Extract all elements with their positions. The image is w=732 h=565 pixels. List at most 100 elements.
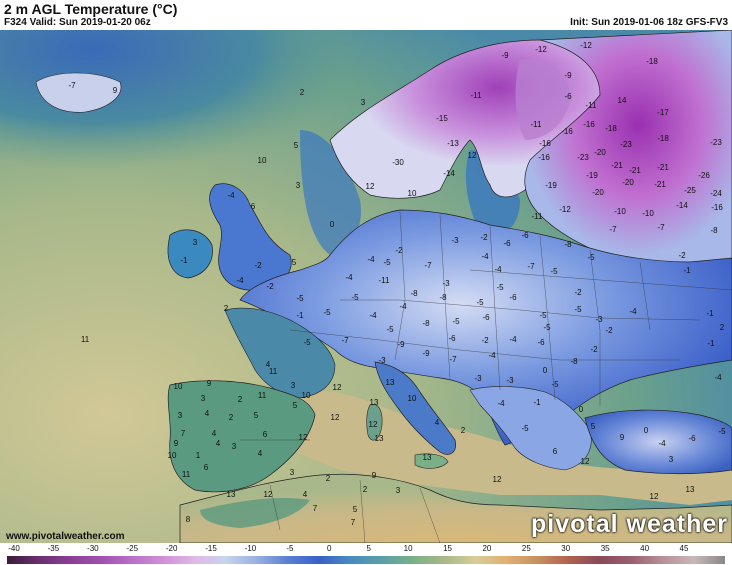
temperature-label: -7 xyxy=(449,355,457,364)
temperature-label: -4 xyxy=(714,373,722,382)
temperature-label: -26 xyxy=(698,171,710,180)
temperature-label: -7 xyxy=(68,81,76,90)
temperature-label: -9 xyxy=(397,340,405,349)
temperature-label: -21 xyxy=(611,161,623,170)
temperature-label: -7 xyxy=(657,223,665,232)
temperature-label: -6 xyxy=(448,334,456,343)
temperature-label: 3 xyxy=(193,238,198,247)
temperature-map[interactable]: 11 -7 9 2 3 5 10 3 0 -4 6 3 -1 -2 5 -4 -2 2 -9 -12 -12 -18 -9-… xyxy=(0,30,732,543)
temperature-label: 4 xyxy=(212,429,217,438)
temperature-label: -1 xyxy=(180,256,188,265)
temperature-label: -18 xyxy=(605,124,617,133)
temperature-label: -17 xyxy=(657,108,669,117)
temperature-label: -4 xyxy=(481,252,489,261)
temperature-label: -1 xyxy=(296,311,304,320)
temperature-label: -21 xyxy=(629,166,641,175)
atlas-mountains xyxy=(200,498,310,528)
temperature-label: 3 xyxy=(296,181,301,190)
temperature-label: 9 xyxy=(620,433,625,442)
temperature-label: -3 xyxy=(442,279,450,288)
temperature-label: -13 xyxy=(447,139,459,148)
temperature-label: -2 xyxy=(678,251,686,260)
temperature-label: -5 xyxy=(521,424,529,433)
colorbar-tick-label: -40 xyxy=(8,544,20,553)
temperature-label: -4 xyxy=(345,273,353,282)
colorbar-tick-label: -20 xyxy=(165,544,178,553)
temperature-label: 2 xyxy=(461,426,466,435)
temperature-label: -6 xyxy=(482,313,490,322)
temperature-label: -5 xyxy=(296,294,304,303)
temperature-label: -2 xyxy=(266,282,274,291)
colorbar-tick-label: 5 xyxy=(366,544,371,553)
temperature-label: 9 xyxy=(372,471,377,480)
temperature-label: 5 xyxy=(591,422,596,431)
temperature-label: -7 xyxy=(527,262,535,271)
temperature-label: -9 xyxy=(501,51,509,60)
temperature-label: -5 xyxy=(323,308,331,317)
temperature-label: 4 xyxy=(303,490,308,499)
temperature-label: 7 xyxy=(181,429,186,438)
temperature-label: -8 xyxy=(564,240,572,249)
temperature-label: -14 xyxy=(443,169,455,178)
temperature-label: -12 xyxy=(535,45,547,54)
temperature-label: 11 xyxy=(81,335,90,344)
temperature-label: -16 xyxy=(583,120,595,129)
colorbar-tick-label: -35 xyxy=(47,544,60,553)
temperature-label: -19 xyxy=(586,171,598,180)
temperature-label: 5 xyxy=(293,401,298,410)
temperature-label: -4 xyxy=(488,351,496,360)
temperature-label: -11 xyxy=(379,276,391,285)
pivotal-weather-logo: pivotal weather xyxy=(531,510,728,538)
temperature-label: -2 xyxy=(605,326,613,335)
temperature-label: 4 xyxy=(216,439,221,448)
temperature-label: -5 xyxy=(351,293,359,302)
temperature-label: -4 xyxy=(399,302,407,311)
temperature-label: 0 xyxy=(330,220,335,229)
temperature-label: -6 xyxy=(688,434,696,443)
temperature-label: 13 xyxy=(370,398,379,407)
temperature-label: -7 xyxy=(609,225,617,234)
temperature-label: -16 xyxy=(561,127,573,136)
temperature-label: -3 xyxy=(474,374,482,383)
temperature-label: -12 xyxy=(580,41,592,50)
temperature-label: 2 xyxy=(363,485,368,494)
temperature-label: -2 xyxy=(590,345,598,354)
temperature-label: 8 xyxy=(186,515,191,524)
temperature-label: -1 xyxy=(706,309,714,318)
temperature-label: 7 xyxy=(351,518,356,527)
temperature-label: 3 xyxy=(178,411,183,420)
colorbar-tick-label: -5 xyxy=(286,544,294,553)
temperature-label: 11 xyxy=(182,470,191,479)
temperature-label: -16 xyxy=(711,203,723,212)
map-title: 2 m AGL Temperature (°C) xyxy=(4,1,178,17)
france xyxy=(224,307,336,399)
temperature-label: -5 xyxy=(386,325,394,334)
valid-time: F324 Valid: Sun 2019-01-20 06z xyxy=(4,17,151,28)
temperature-label: 14 xyxy=(618,96,627,105)
temperature-label: -5 xyxy=(476,298,484,307)
baltic-sea xyxy=(465,150,520,237)
colorbar-tick-label: -15 xyxy=(205,544,217,553)
temperature-label: -3 xyxy=(451,236,459,245)
temperature-label: 12 xyxy=(333,383,342,392)
country-borders xyxy=(240,211,732,543)
sardinia xyxy=(366,404,383,441)
temperature-label: -18 xyxy=(646,57,658,66)
temperature-label: 5 xyxy=(292,258,297,267)
website-url[interactable]: www.pivotalweather.com xyxy=(6,531,125,542)
temperature-label: -5 xyxy=(303,338,311,347)
temperature-label: -8 xyxy=(710,226,718,235)
temperature-label: 13 xyxy=(686,485,695,494)
temperature-label: -2 xyxy=(574,288,582,297)
colorbar-tick-label: -30 xyxy=(87,544,99,553)
temperature-label: 4 xyxy=(266,360,271,369)
temperature-label: -23 xyxy=(710,138,722,147)
temperature-label: -19 xyxy=(545,181,557,190)
temperature-label: 3 xyxy=(290,468,295,477)
temperature-label: -5 xyxy=(551,380,559,389)
temperature-label: -5 xyxy=(587,253,595,262)
temperature-label: 12 xyxy=(366,182,375,191)
temperature-label: 3 xyxy=(361,98,366,107)
temperature-label: 9 xyxy=(113,86,118,95)
init-time: Init: Sun 2019-01-06 18z GFS-FV3 xyxy=(570,17,728,28)
